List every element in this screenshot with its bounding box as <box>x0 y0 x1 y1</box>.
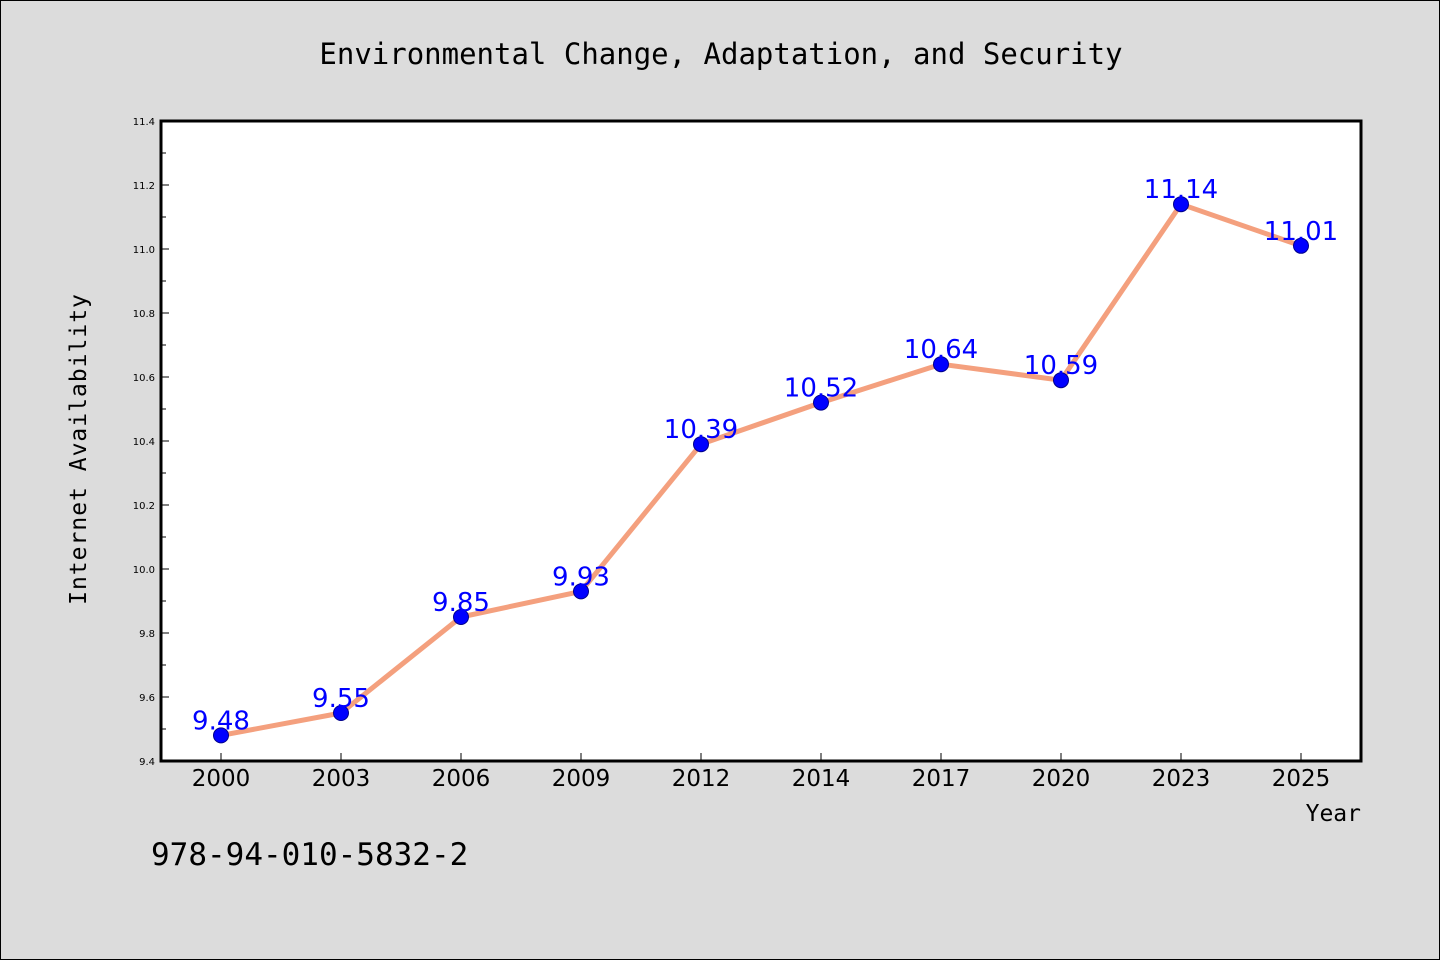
x-axis: 2000 2003 2006 2009 2012 2014 2017 2020 2023 2025 <box>192 753 1331 792</box>
data-point-label: 11.14 <box>1144 175 1218 205</box>
chart-title: Environmental Change, Adaptation, and Se… <box>319 37 1122 71</box>
data-point-marker <box>573 583 589 600</box>
y-tick-label: 11.0 <box>133 245 155 256</box>
data-point-label: 9.93 <box>552 562 610 592</box>
data-label-group: 9.48 9.55 9.85 9.93 10.39 10.52 10.64 10.59 11.1… <box>192 175 1338 736</box>
data-point-marker <box>1293 237 1309 254</box>
x-tick-label: 2003 <box>312 766 371 792</box>
marker-group <box>213 196 1309 744</box>
y-tick-label: 9.4 <box>139 757 155 768</box>
data-point-label: 10.52 <box>784 374 858 404</box>
data-point-marker <box>213 727 229 744</box>
y-tick-label: 10.6 <box>133 373 155 384</box>
data-point-marker <box>813 394 829 411</box>
y-tick-label: 10.0 <box>133 565 155 576</box>
y-tick-label: 10.2 <box>133 501 155 512</box>
data-point-marker <box>1173 196 1189 213</box>
x-tick-label: 2020 <box>1032 766 1091 792</box>
data-point-marker <box>453 609 469 625</box>
data-point-marker <box>693 436 709 453</box>
plot-frame <box>159 119 1363 763</box>
data-point-label: 9.48 <box>192 706 250 736</box>
x-tick-label: 2025 <box>1272 766 1331 792</box>
y-tick-label: 9.8 <box>139 629 155 640</box>
x-tick-label: 2000 <box>192 766 251 792</box>
data-point-label: 10.39 <box>664 415 738 445</box>
x-tick-label: 2023 <box>1152 766 1211 792</box>
data-point-label: 11.01 <box>1264 217 1338 247</box>
x-axis-label: Year <box>1306 801 1361 827</box>
data-point-label: 9.85 <box>432 588 490 618</box>
x-tick-label: 2009 <box>552 766 611 792</box>
y-tick-label: 10.4 <box>133 437 155 448</box>
data-point-marker <box>1053 372 1069 389</box>
series-line-group <box>218 201 1304 738</box>
plot-area <box>161 121 1361 761</box>
y-axis: 9.4 9.6 9.8 10.0 10.2 10.4 10.6 10.8 11.0 11.2 11.… <box>133 117 169 768</box>
data-point-label: 9.55 <box>312 684 370 714</box>
y-tick-label: 11.2 <box>133 181 155 192</box>
data-point-label: 10.64 <box>904 335 978 365</box>
y-tick-label: 11.4 <box>133 117 155 128</box>
y-tick-label: 9.6 <box>139 693 155 704</box>
x-tick-label: 2017 <box>912 766 971 792</box>
x-tick-label: 2006 <box>432 766 491 792</box>
isbn-footer: 978-94-010-5832-2 <box>151 837 468 873</box>
series-line <box>218 201 1304 738</box>
data-point-marker <box>933 356 949 373</box>
data-point-label: 10.59 <box>1024 351 1098 381</box>
x-tick-label: 2012 <box>672 766 731 792</box>
data-point-marker <box>333 705 349 721</box>
y-axis-label: Internet Availability <box>66 293 92 605</box>
x-tick-label: 2014 <box>792 766 851 792</box>
y-tick-label: 10.8 <box>133 309 155 320</box>
